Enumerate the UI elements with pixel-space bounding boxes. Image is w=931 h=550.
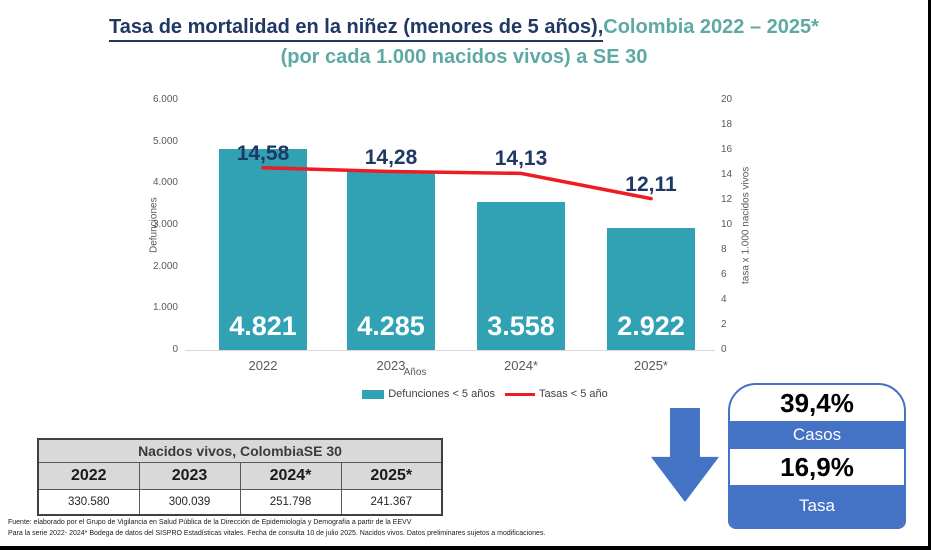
rate-label: Tasa — [730, 485, 904, 527]
table-header-2022: 2022 — [37, 461, 140, 490]
y-axis-tick-right: 8 — [721, 244, 727, 255]
table-value-2024: 251.798 — [239, 488, 342, 516]
y-axis-tick-right: 14 — [721, 169, 733, 180]
y-axis-tick-right: 2 — [721, 319, 727, 330]
y-axis-tick-right: 18 — [721, 119, 733, 130]
rate-value-label: 12,11 — [625, 172, 677, 196]
rate-line — [261, 166, 653, 201]
cases-percent: 39,4% — [780, 387, 854, 418]
summary-box: 39,4% Casos 16,9% Tasa — [728, 383, 906, 529]
table-value-2022: 330.580 — [37, 488, 140, 516]
bar-2025*: 2.922 — [607, 228, 695, 350]
cases-label: Casos — [730, 421, 904, 449]
table-value-2023: 300.039 — [138, 488, 241, 516]
y-axis-tick-right: 20 — [721, 94, 733, 105]
y-axis-tick-right: 16 — [721, 144, 733, 155]
x-axis-category: 2025* — [634, 358, 668, 373]
nacidos-vivos-table: Nacidos vivos, ColombiaSE 30 2022 2023 2… — [37, 438, 443, 516]
rate-value-label: 14,58 — [236, 141, 290, 165]
title-main: Tasa de mortalidad en la niñez (menores … — [109, 16, 604, 42]
table-value-row: 330.580 300.039 251.798 241.367 — [37, 488, 443, 516]
table-header-2025: 2025* — [340, 461, 443, 490]
rate-percent: 16,9% — [780, 451, 854, 482]
bar-2023: 4.285 — [347, 171, 435, 350]
title-accent: Colombia 2022 – 2025* — [603, 16, 819, 38]
table-header-row: 2022 2023 2024* 2025* — [37, 461, 443, 490]
legend-line-label: Tasas < 5 año — [538, 388, 608, 400]
bar-value-label: 4.821 — [229, 311, 297, 341]
bar-value-label: 4.285 — [357, 310, 425, 341]
footer-source-line2: Para la serie 2022- 2024* Bodega de dato… — [8, 530, 546, 537]
bar-2022: 4.821 — [219, 149, 307, 350]
table-header-2024: 2024* — [239, 461, 342, 490]
legend-bar-swatch-icon — [362, 389, 385, 399]
y-axis-tick-left: 0 — [172, 344, 178, 355]
table-title: Nacidos vivos, ColombiaSE 30 — [37, 438, 443, 463]
x-axis-category: 2022 — [248, 358, 278, 373]
y-axis-tick-left: 6.000 — [152, 94, 178, 105]
bar-value-label: 2.922 — [617, 311, 685, 341]
table-value-2025: 241.367 — [340, 488, 443, 516]
page-title: Tasa de mortalidad en la niñez (menores … — [0, 16, 928, 42]
footer-source-line1: Fuente: elaborado por el Grupo de Vigila… — [8, 519, 412, 526]
bar-value-label: 3.558 — [487, 311, 555, 341]
chart-legend: Defunciones < 5 años Tasas < 5 año — [320, 388, 650, 400]
y-axis-tick-right: 0 — [721, 344, 727, 355]
y-axis-tick-left: 2.000 — [152, 260, 178, 272]
x-axis-category: 2023 — [376, 358, 406, 373]
x-axis-line — [185, 350, 715, 351]
y-axis-tick-left: 5.000 — [152, 135, 178, 147]
y-axis-tick-right: 12 — [721, 194, 733, 205]
x-axis-category: 2024* — [504, 358, 538, 373]
legend-bar-label: Defunciones < 5 años — [388, 388, 495, 400]
y-axis-tick-right: 10 — [721, 219, 733, 230]
bar-2024*: 3.558 — [477, 201, 565, 350]
page-subtitle: (por cada 1.000 nacidos vivos) a SE 30 — [280, 46, 648, 68]
y-axis-tick-right: 4 — [721, 294, 727, 305]
legend-line-swatch-icon — [504, 392, 535, 396]
rate-value-label: 14,28 — [364, 145, 418, 169]
rate-value-label: 14,13 — [494, 147, 548, 171]
y-axis-tick-right: 6 — [721, 269, 727, 280]
y-axis-tick-left: 1.000 — [152, 302, 178, 314]
table-header-2023: 2023 — [138, 461, 241, 490]
y-axis-tick-left: 3.000 — [152, 219, 178, 230]
x-axis-title: Años — [403, 367, 427, 378]
y-axis-tick-left: 4.000 — [152, 177, 178, 189]
